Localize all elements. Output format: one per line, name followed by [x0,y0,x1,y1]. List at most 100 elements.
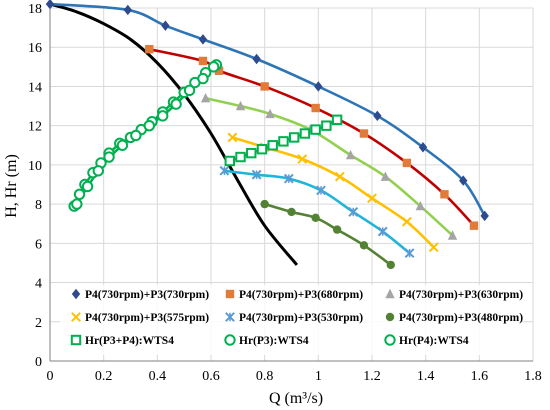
y-tick-label: 18 [28,2,42,17]
data-point [198,34,208,45]
data-point [103,151,115,163]
y-tick-label: 0 [35,355,42,370]
y-tick-label: 14 [28,80,42,95]
legend-item: P4(730rpm)+P3(680rpm) [225,289,363,301]
data-point [227,132,238,143]
data-point [251,169,262,180]
axes [49,8,533,362]
series-curve [49,2,486,217]
data-point [311,103,320,113]
x-tick-label: 1 [315,369,322,384]
data-point [198,56,208,66]
data-point [321,120,332,131]
legend-item: Hr(P4):WTS4 [384,334,469,347]
data-point [219,165,230,176]
legend-label: P4(730rpm)+P3(480rpm) [399,312,523,324]
y-tick-label: 10 [28,159,42,174]
legend-label: Hr(P3+P4):WTS4 [85,335,174,347]
data-point [71,198,83,210]
data-point [299,128,311,139]
data-point [334,171,345,182]
data-point [380,171,391,181]
data-point [161,20,170,31]
data-point [157,110,169,122]
data-point [246,147,257,159]
x-tick-label: 1.6 [471,369,489,384]
data-point [143,119,155,132]
legend-label: Hr(P4):WTS4 [399,335,469,347]
legend-marker [384,334,396,346]
data-point [207,61,220,73]
x-tick-label: 1.4 [417,369,435,384]
data-point [267,140,278,151]
legend-item: P4(730rpm)+P3(530rpm) [225,312,363,324]
y-tick-label: 8 [35,198,42,213]
data-point [123,4,133,16]
data-point [310,124,321,135]
data-point [401,216,412,227]
x-axis-title: Q (m³/s) [269,390,323,407]
data-point [183,84,196,97]
data-point [359,129,369,138]
data-point [92,165,105,177]
y-tick-label: 2 [35,316,42,331]
x-tick-labels: 0 0.2 0.4 0.6 0.8 1 1.2 1.4 1.6 1.8 [47,369,542,384]
legend-box [60,285,522,355]
data-point [373,110,382,122]
data-point [278,136,289,147]
data-point [377,226,388,237]
legend-item: Hr(P3+P4):WTS4 [70,334,174,347]
system-curve [49,2,299,266]
legend-label: P4(730rpm)+P3(680rpm) [239,289,363,301]
data-point [170,98,182,110]
legend: P4(730rpm)+P3(730rpm) P4(730rpm)+P3(680rp… [60,285,523,355]
series-curves [49,2,486,266]
data-point [260,199,269,209]
data-point [418,142,428,153]
legend-label: P4(730rpm)+P3(530rpm) [239,312,363,324]
data-point [367,193,377,204]
legend-item: P4(730rpm)+P3(480rpm) [385,312,523,324]
legend-item: P4(730rpm)+P3(630rpm) [385,288,523,301]
data-point [297,154,308,164]
legend-marker [71,312,81,322]
legend-marker [71,288,81,300]
legend-item: P4(730rpm)+P3(730rpm) [71,288,209,301]
legend-label: P4(730rpm)+P3(630rpm) [399,289,523,301]
x-tick-label: 1.2 [363,369,381,384]
y-tick-label: 4 [35,277,42,292]
data-point [265,108,275,119]
data-point [402,158,412,168]
data-point [386,260,395,270]
data-point [440,190,449,199]
x-tick-label: 0.8 [256,369,274,384]
y-tick-labels: 0 2 4 6 8 10 12 14 16 18 [28,2,42,370]
legend-marker [385,288,395,299]
data-point [214,66,224,75]
series-markers [45,0,489,270]
data-point [428,242,439,253]
legend-label: P4(730rpm)+P3(730rpm) [85,289,209,301]
data-point [252,53,261,65]
data-point [288,132,300,143]
legend-label: P4(730rpm)+P3(575rpm) [85,312,209,324]
data-point [314,81,323,92]
data-point [447,230,458,240]
data-point [287,207,296,217]
legend-marker [385,312,395,322]
data-point [480,210,489,222]
data-point [235,100,246,111]
x-tick-label: 0.2 [95,369,113,384]
legend-label: Hr(P3):WTS4 [239,335,309,347]
y-tick-label: 16 [28,41,42,56]
data-point [359,241,369,250]
data-point [348,207,359,217]
x-tick-label: 0 [47,369,54,384]
data-point [459,175,468,186]
x-tick-label: 0.4 [149,369,167,384]
legend-item: P4(730rpm)+P3(575rpm) [71,312,209,324]
data-point [332,225,342,234]
data-point [345,149,356,160]
data-point [81,180,94,193]
